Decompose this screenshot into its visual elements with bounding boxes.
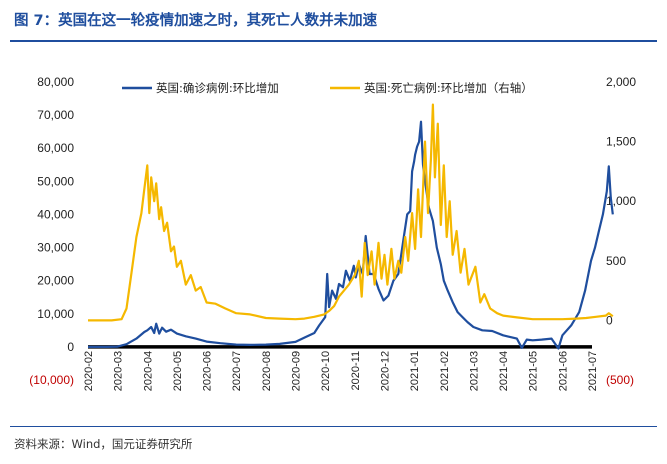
x-tick-label: 2020-09 <box>291 351 303 391</box>
series-line-confirmed <box>88 120 614 350</box>
left-tick-label: 80,000 <box>37 75 74 89</box>
left-tick-label: 0 <box>67 340 74 354</box>
left-tick-label: 70,000 <box>37 108 74 122</box>
left-tick-label: 10,000 <box>37 307 74 321</box>
right-tick-label: 1,500 <box>606 135 636 149</box>
x-tick-label: 2020-06 <box>202 351 214 391</box>
legend-confirmed-label: 英国:确诊病例:环比增加 <box>156 81 279 95</box>
source-note: 资料来源：Wind，国元证券研究所 <box>14 437 193 451</box>
x-tick-label: 2020-05 <box>172 351 184 391</box>
x-tick-label: 2020-03 <box>113 351 125 391</box>
x-tick-label: 2021-06 <box>557 351 569 391</box>
source-rule <box>10 426 657 427</box>
x-tick-label: 2021-04 <box>498 351 510 391</box>
x-tick-label: 2020-07 <box>231 351 243 391</box>
series-line-deaths <box>88 103 614 322</box>
left-tick-label: 40,000 <box>37 207 74 221</box>
x-tick-label: 2021-07 <box>587 351 599 391</box>
right-tick-label: 2,000 <box>606 75 636 89</box>
x-tick-label: 2021-01 <box>409 351 421 391</box>
x-tick-label: 2020-10 <box>320 351 332 391</box>
right-tick-label: (500) <box>606 373 634 387</box>
left-tick-label: 20,000 <box>37 274 74 288</box>
chart: (10,000) 0 10,000 20,000 30,000 40,000 50,000 6… <box>29 75 636 391</box>
title-rule <box>10 40 657 42</box>
x-tick-label: 2021-02 <box>439 351 451 391</box>
x-tick-label: 2020-11 <box>350 351 362 391</box>
x-tick-label: 2020-12 <box>379 351 391 391</box>
x-tick-label: 2020-08 <box>261 351 273 391</box>
left-tick-label: 50,000 <box>37 174 74 188</box>
figure-title: 图 7：英国在这一轮疫情加速之时，其死亡人数并未加速 <box>14 13 378 29</box>
legend-deaths-label: 英国:死亡病例:环比增加（右轴） <box>364 81 533 95</box>
x-tick-label: 2021-05 <box>528 351 540 391</box>
left-tick-label: (10,000) <box>29 373 74 387</box>
right-tick-label: 500 <box>606 254 626 268</box>
x-tick-label: 2021-03 <box>468 351 480 391</box>
right-tick-label: 0 <box>606 313 613 327</box>
left-tick-label: 60,000 <box>37 141 74 155</box>
x-tick-label: 2020-04 <box>142 351 154 391</box>
right-tick-label: 1,000 <box>606 194 636 208</box>
left-tick-label: 30,000 <box>37 241 74 255</box>
x-tick-label: 2020-02 <box>83 351 95 391</box>
